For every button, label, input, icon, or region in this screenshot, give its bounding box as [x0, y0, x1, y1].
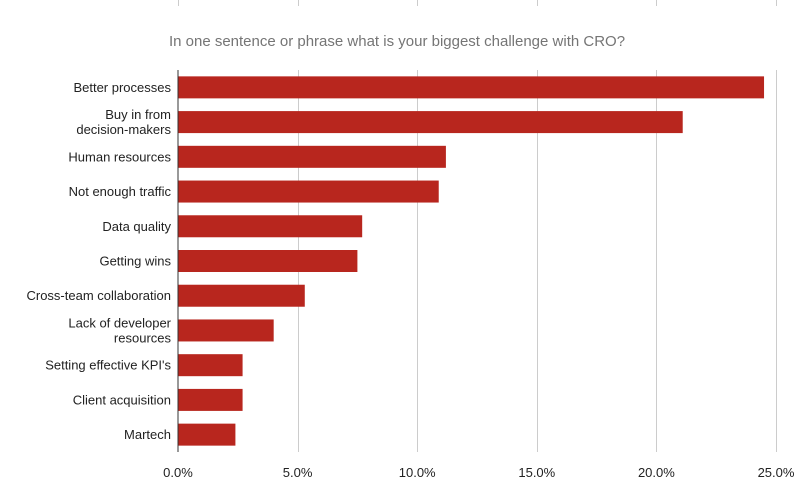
- x-axis-tick-labels: 0.0% 5.0% 10.0% 15.0% 20.0% 25.0%: [163, 465, 795, 480]
- category-label: Not enough traffic: [69, 184, 172, 199]
- bar: [178, 76, 765, 99]
- category-label-line: decision-makers: [76, 122, 171, 137]
- category-label: Martech: [124, 427, 171, 442]
- category-label-line: Human resources: [68, 149, 171, 164]
- bar: [178, 111, 683, 134]
- category-label-line: Data quality: [102, 219, 171, 234]
- bars: [178, 76, 765, 446]
- category-label: Data quality: [102, 219, 171, 234]
- category-label: Buy in from decision-makers: [76, 107, 171, 137]
- x-tick-label: 10.0%: [399, 465, 436, 480]
- category-label-line: Client acquisition: [73, 392, 171, 407]
- category-label: Setting effective KPI's: [45, 358, 171, 373]
- x-tick-label: 25.0%: [758, 465, 795, 480]
- bar: [178, 215, 363, 238]
- category-label-line: Buy in from: [105, 107, 171, 122]
- category-label-line: Lack of developer: [68, 315, 171, 330]
- chart-title: In one sentence or phrase what is your b…: [169, 33, 625, 50]
- category-label-line: resources: [114, 330, 172, 345]
- bar: [178, 388, 243, 411]
- category-label: Cross-team collaboration: [26, 288, 171, 303]
- category-label: Client acquisition: [73, 392, 171, 407]
- bar: [178, 423, 236, 446]
- x-tick-label: 20.0%: [638, 465, 675, 480]
- category-label: Better processes: [73, 80, 171, 95]
- bar: [178, 145, 446, 168]
- category-label-line: Setting effective KPI's: [45, 358, 171, 373]
- category-label-line: Not enough traffic: [69, 184, 172, 199]
- x-tick-label: 15.0%: [518, 465, 555, 480]
- category-labels: Better processes Buy in from decision-make…: [26, 80, 171, 442]
- bar: [178, 250, 358, 272]
- category-label-line: Getting wins: [99, 254, 171, 269]
- x-tick-label: 5.0%: [283, 465, 313, 480]
- category-label-line: Martech: [124, 427, 171, 442]
- top-gridline-stubs: [178, 0, 777, 6]
- category-label-line: Better processes: [73, 80, 171, 95]
- x-tick-label: 0.0%: [163, 465, 193, 480]
- category-label: Lack of developer resources: [68, 315, 171, 345]
- bar: [178, 319, 274, 342]
- category-label: Human resources: [68, 149, 171, 164]
- category-label: Getting wins: [99, 254, 171, 269]
- bar: [178, 354, 243, 377]
- bar: [178, 180, 439, 203]
- bar: [178, 284, 305, 307]
- category-label-line: Cross-team collaboration: [26, 288, 171, 303]
